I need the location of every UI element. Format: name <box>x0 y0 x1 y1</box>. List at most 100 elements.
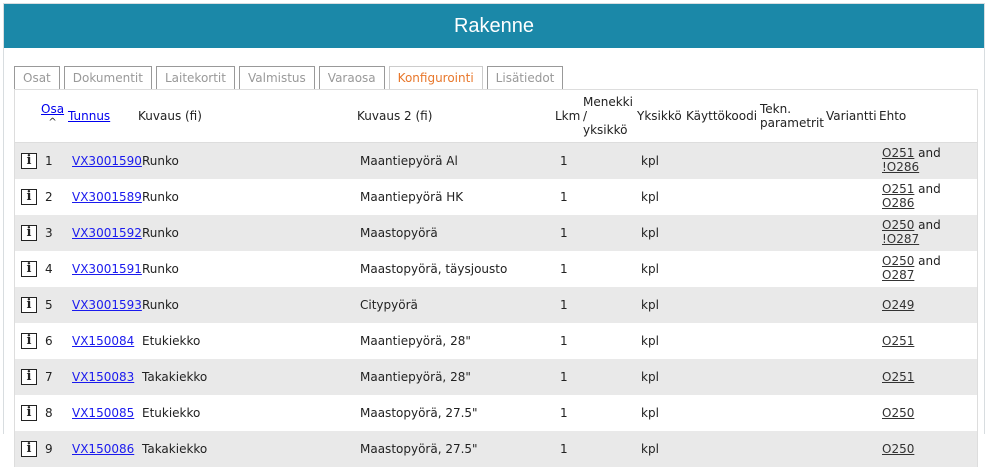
condition-operator: and <box>914 254 941 268</box>
cell-osa: 9 <box>45 442 53 456</box>
info-icon[interactable]: i <box>21 405 37 421</box>
condition-link[interactable]: !O287 <box>882 232 920 246</box>
cell-kuvaus: Takakiekko <box>142 442 208 456</box>
cell-lkm: 1 <box>560 442 568 456</box>
tab-laitekortit[interactable]: Laitekortit <box>155 66 235 90</box>
cell-kuvaus: Runko <box>142 154 179 168</box>
table-row: i 5 VX3001593 Runko Citypyörä 1 kpl O249 <box>15 287 977 323</box>
cell-yksikko: kpl <box>641 298 659 312</box>
cell-lkm: 1 <box>560 406 568 420</box>
tunnus-link[interactable]: VX3001592 <box>72 226 142 240</box>
condition-link[interactable]: O251 <box>882 334 915 348</box>
cell-ehto: O251 <box>882 323 974 348</box>
condition-link[interactable]: O251 <box>882 146 915 160</box>
info-icon[interactable]: i <box>21 297 37 313</box>
cell-kuvaus2: Citypyörä <box>360 298 418 312</box>
structure-panel: Rakenne Osat Dokumentit Laitekortit Valmist… <box>3 3 985 467</box>
tunnus-link[interactable]: VX3001590 <box>72 154 142 168</box>
cell-lkm: 1 <box>560 262 568 276</box>
cell-lkm: 1 <box>560 190 568 204</box>
cell-ehto: O250 <box>882 395 974 420</box>
tab-osat[interactable]: Osat <box>14 66 60 90</box>
info-icon[interactable]: i <box>21 441 37 457</box>
cell-osa: 7 <box>45 370 53 384</box>
column-yksikko: Yksikkö <box>637 109 682 123</box>
condition-link[interactable]: O287 <box>882 268 915 282</box>
cell-ehto: O251 and !O286 <box>882 143 974 174</box>
info-icon[interactable]: i <box>21 261 37 277</box>
table-header: Osa ^ Tunnus Kuvaus (fi) Kuvaus 2 (fi) L… <box>15 90 977 143</box>
cell-kuvaus2: Maantiepyörä Al <box>360 154 458 168</box>
condition-operator: and <box>914 182 941 196</box>
cell-lkm: 1 <box>560 226 568 240</box>
column-tunnus: Tunnus <box>68 90 110 142</box>
tab-dokumentit[interactable]: Dokumentit <box>63 66 152 90</box>
column-tekn-parametrit: Tekn. parametrit <box>760 102 825 130</box>
condition-link[interactable]: O250 <box>882 218 915 232</box>
cell-kuvaus: Etukiekko <box>142 334 201 348</box>
table-row: i 4 VX3001591 Runko Maastopyörä, täysjousto 1… <box>15 251 977 287</box>
column-variantti: Variantti <box>826 109 877 123</box>
cell-kuvaus: Takakiekko <box>142 370 208 384</box>
info-icon[interactable]: i <box>21 153 37 169</box>
condition-link[interactable]: O250 <box>882 442 915 456</box>
condition-link[interactable]: O251 <box>882 370 915 384</box>
info-icon[interactable]: i <box>21 189 37 205</box>
tunnus-link[interactable]: VX150084 <box>72 334 135 348</box>
condition-link[interactable]: O249 <box>882 298 915 312</box>
cell-ehto: O250 and !O287 <box>882 215 974 246</box>
cell-osa: 8 <box>45 406 53 420</box>
sort-ascending-icon: ^ <box>48 117 57 128</box>
tab-varaosa[interactable]: Varaosa <box>318 66 385 90</box>
condition-link[interactable]: O250 <box>882 254 915 268</box>
cell-ehto: O251 <box>882 359 974 384</box>
condition-link[interactable]: O250 <box>882 406 915 420</box>
cell-yksikko: kpl <box>641 226 659 240</box>
tab-konfigurointi[interactable]: Konfigurointi <box>388 66 483 92</box>
column-lkm: Lkm <box>555 109 581 123</box>
cell-lkm: 1 <box>560 334 568 348</box>
structure-table: Osa ^ Tunnus Kuvaus (fi) Kuvaus 2 (fi) L… <box>14 89 978 467</box>
sort-osa-link[interactable]: Osa <box>41 102 65 116</box>
tab-lis-tiedot[interactable]: Lisätiedot <box>486 66 564 90</box>
cell-kuvaus2: Maantiepyörä, 28" <box>360 370 471 384</box>
column-kayttokoodi: Käyttökoodi <box>686 109 758 123</box>
tunnus-link[interactable]: VX3001589 <box>72 190 142 204</box>
condition-link[interactable]: !O286 <box>882 160 920 174</box>
table-row: i 9 VX150086 Takakiekko Maastopyörä, 27.5" 1 k… <box>15 431 977 467</box>
condition-operator: and <box>914 218 941 232</box>
tab-valmistus[interactable]: Valmistus <box>238 66 315 90</box>
cell-osa: 5 <box>45 298 53 312</box>
cell-ehto: O249 <box>882 287 974 312</box>
cell-yksikko: kpl <box>641 442 659 456</box>
info-icon[interactable]: i <box>21 333 37 349</box>
column-ehto: Ehto <box>879 109 907 123</box>
cell-kuvaus: Runko <box>142 226 179 240</box>
condition-operator: and <box>914 146 941 160</box>
cell-kuvaus: Runko <box>142 190 179 204</box>
cell-kuvaus2: Maantiepyörä, 28" <box>360 334 471 348</box>
tunnus-link[interactable]: VX3001591 <box>72 262 142 276</box>
table-row: i 1 VX3001590 Runko Maantiepyörä Al 1 kpl O251 … <box>15 143 977 179</box>
cell-kuvaus: Etukiekko <box>142 406 201 420</box>
tunnus-link[interactable]: VX150086 <box>72 442 135 456</box>
page-title: Rakenne <box>4 4 984 48</box>
table-row: i 6 VX150084 Etukiekko Maantiepyörä, 28" 1 kpl… <box>15 323 977 359</box>
tunnus-link[interactable]: VX3001593 <box>72 298 142 312</box>
cell-kuvaus2: Maastopyörä <box>360 226 438 240</box>
cell-yksikko: kpl <box>641 190 659 204</box>
table-body: i 1 VX3001590 Runko Maantiepyörä Al 1 kpl O251 … <box>15 143 977 467</box>
info-icon[interactable]: i <box>21 225 37 241</box>
cell-yksikko: kpl <box>641 154 659 168</box>
condition-link[interactable]: O251 <box>882 182 915 196</box>
table-row: i 2 VX3001589 Runko Maantiepyörä HK 1 kpl O251 … <box>15 179 977 215</box>
tunnus-link[interactable]: VX150083 <box>72 370 135 384</box>
cell-osa: 4 <box>45 262 53 276</box>
sort-tunnus-link[interactable]: Tunnus <box>68 109 111 123</box>
tunnus-link[interactable]: VX150085 <box>72 406 135 420</box>
table-row: i 7 VX150083 Takakiekko Maantiepyörä, 28" 1 kp… <box>15 359 977 395</box>
cell-osa: 2 <box>45 190 53 204</box>
column-osa: Osa ^ <box>41 90 64 142</box>
condition-link[interactable]: O286 <box>882 196 915 210</box>
info-icon[interactable]: i <box>21 369 37 385</box>
